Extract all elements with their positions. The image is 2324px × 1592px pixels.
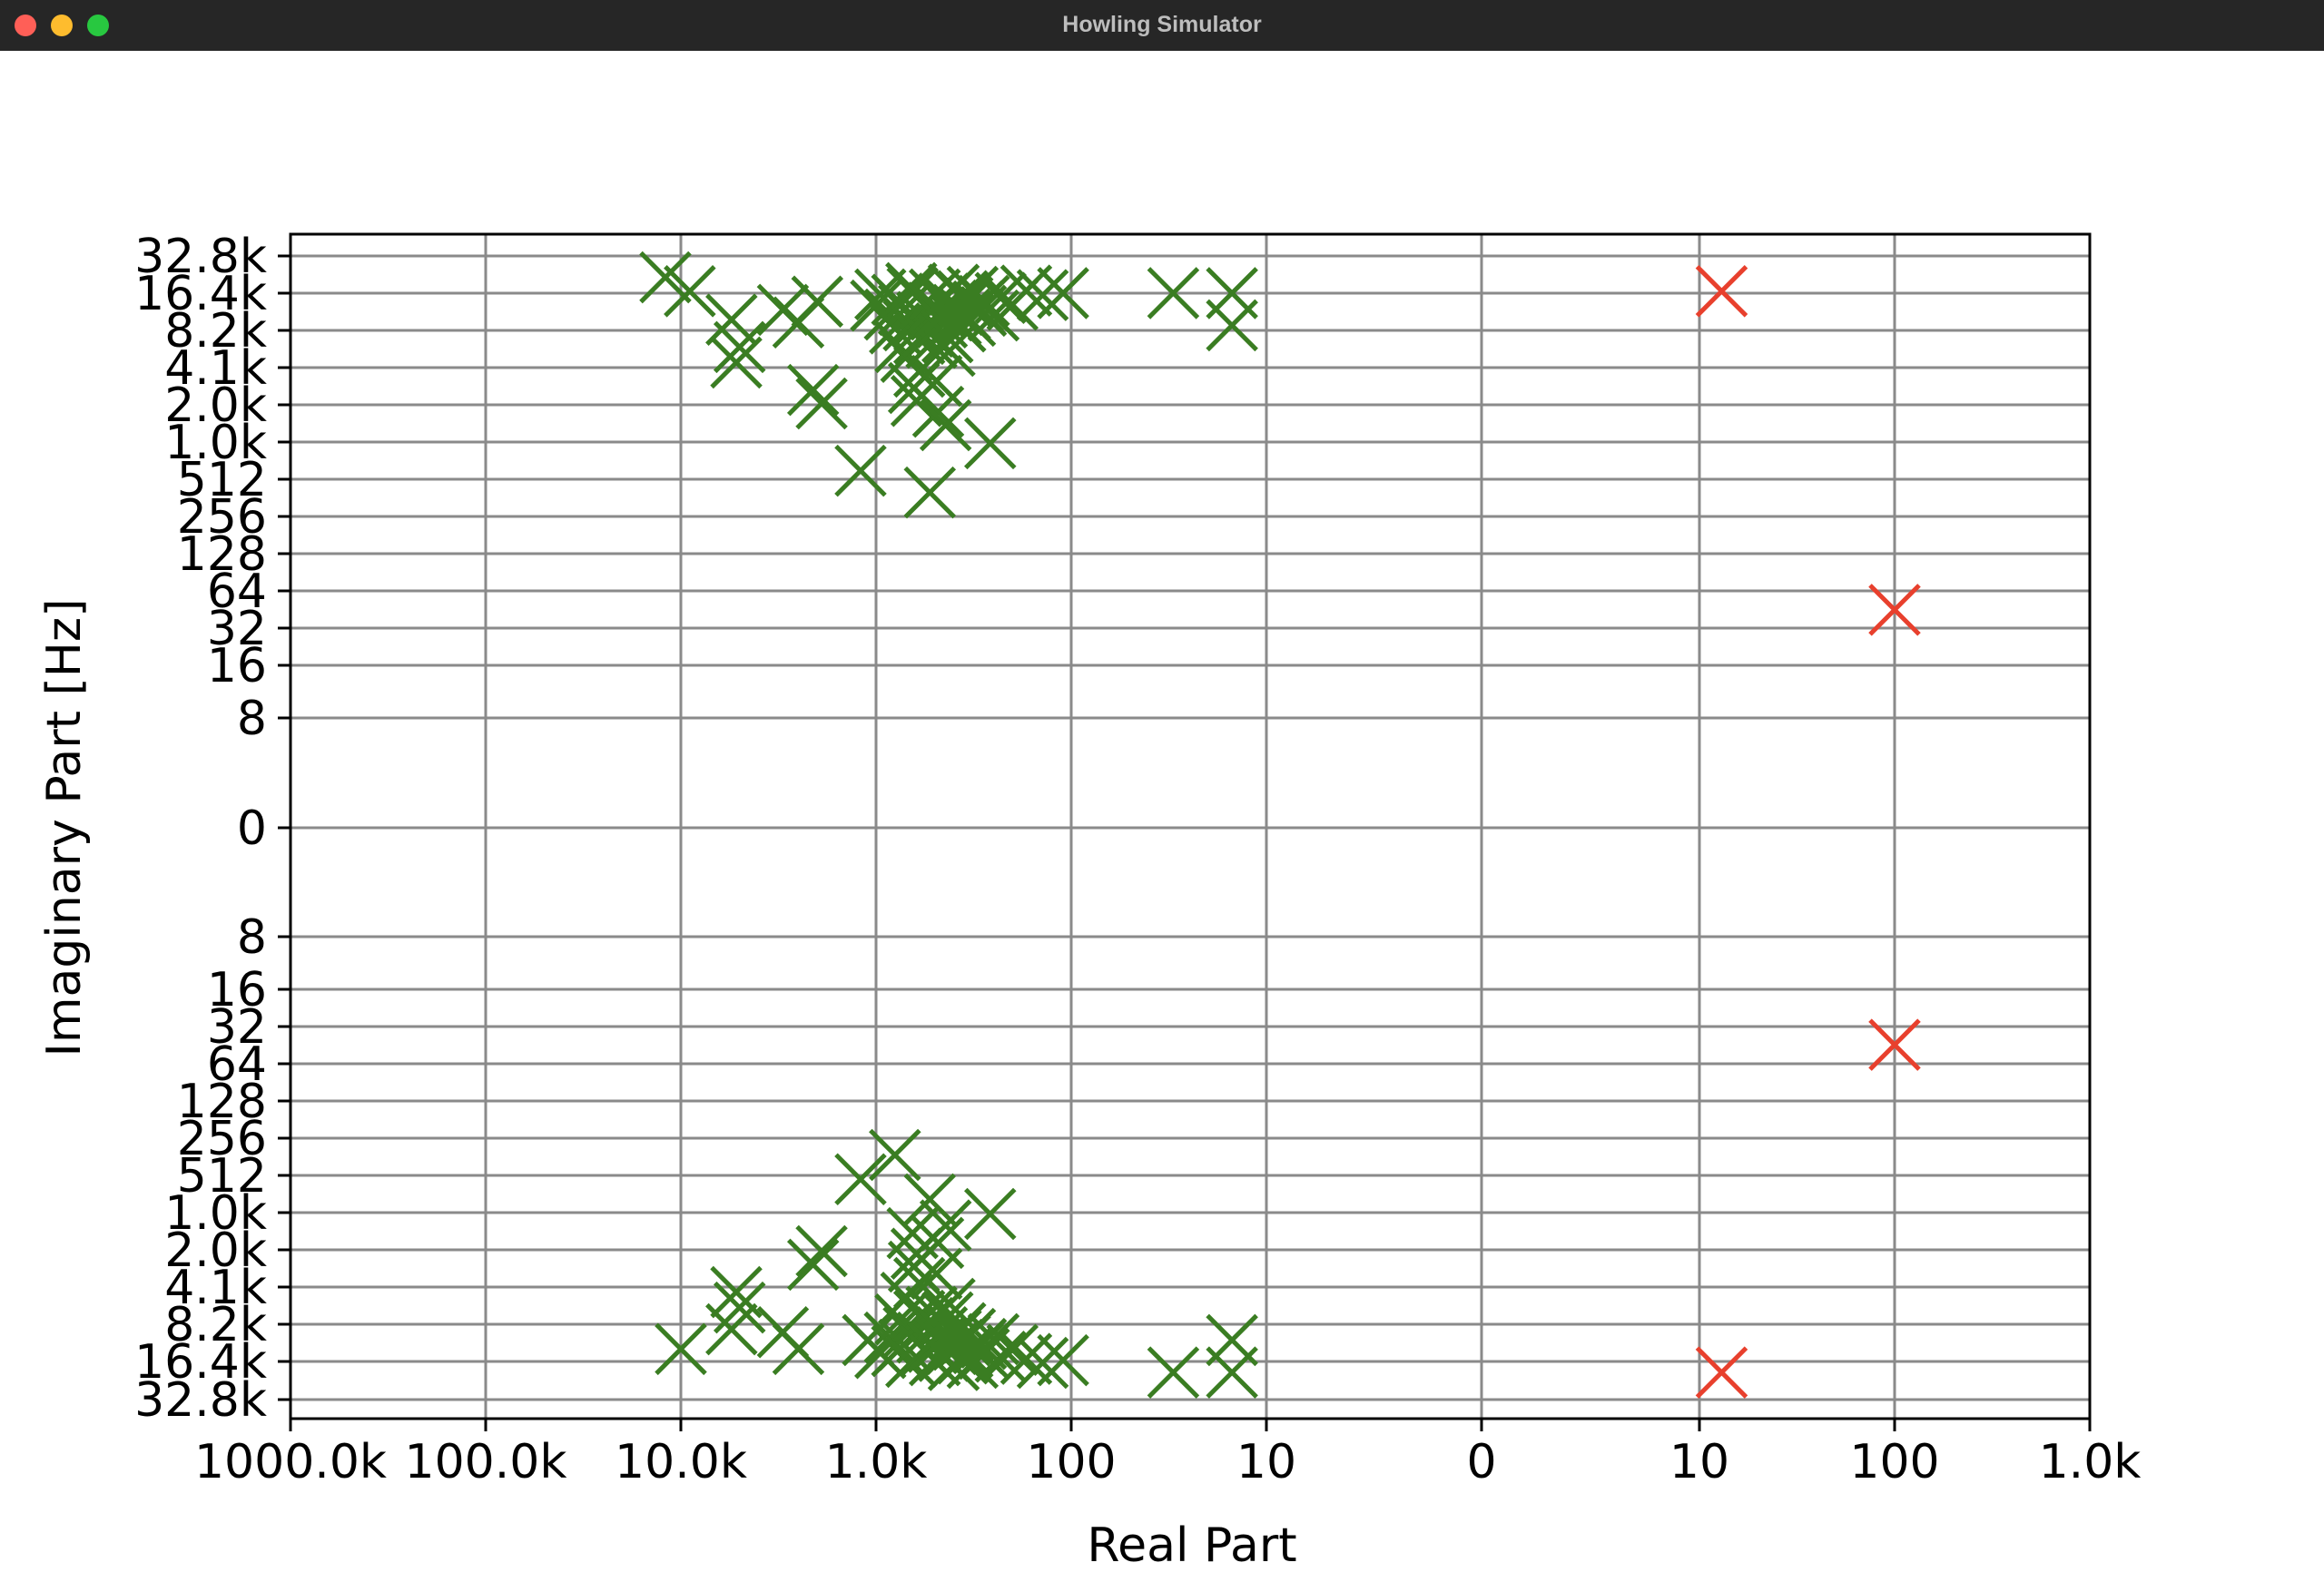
- minimize-window-button[interactable]: [51, 15, 73, 36]
- zero-marker: [911, 1216, 965, 1270]
- zero-marker: [903, 466, 957, 519]
- zero-marker: [713, 1281, 766, 1334]
- y-tick-label: 16.4k: [134, 267, 267, 321]
- y-tick-label: 64: [207, 1037, 267, 1092]
- x-tick-label: 100: [1026, 1435, 1116, 1489]
- zero-marker: [1016, 1336, 1069, 1390]
- pole-marker: [1695, 1346, 1748, 1399]
- y-tick-label: 32.8k: [134, 230, 267, 284]
- y-tick-label: 128: [177, 1075, 267, 1129]
- zero-marker: [639, 251, 692, 304]
- y-tick-label: 64: [207, 565, 267, 619]
- y-tick-label: 8.2k: [164, 304, 267, 359]
- pole-zero-chart: 1000.0k 100.0k 10.0k 1.0k 100 10 0 10 100 1.0k32.…: [37, 230, 2141, 1573]
- zero-marker: [1037, 1333, 1089, 1387]
- x-axis-label: Real Part: [1087, 1518, 1296, 1573]
- zero-marker: [1016, 269, 1069, 321]
- zero-marker: [655, 1322, 707, 1376]
- y-axis-label: Imaginary Part [Hz]: [37, 599, 92, 1057]
- y-tick-label: 32: [207, 1000, 267, 1055]
- zero-markers: [639, 251, 1258, 1399]
- y-tick-label: 512: [177, 1149, 267, 1204]
- pole-marker: [1695, 265, 1748, 318]
- y-tick-label: 256: [177, 490, 267, 545]
- zero-marker: [834, 1153, 887, 1205]
- zero-marker: [1206, 299, 1258, 352]
- y-tick-label: 8: [237, 692, 267, 746]
- title-bar: Howling Simulator: [0, 0, 2324, 52]
- pole-marker: [1868, 584, 1921, 636]
- zero-marker: [710, 336, 763, 389]
- close-window-button[interactable]: [15, 15, 36, 36]
- zero-marker: [786, 1238, 840, 1292]
- y-tick-label: 4.1k: [164, 341, 267, 396]
- zero-marker: [795, 377, 848, 430]
- x-tick-label: 0: [1466, 1435, 1496, 1489]
- y-tick-label: 8.2k: [164, 1298, 267, 1352]
- x-tick-label: 10: [1669, 1435, 1729, 1489]
- y-tick-label: 32.8k: [134, 1373, 267, 1428]
- x-tick-label: 100.0k: [405, 1435, 567, 1489]
- zero-marker: [903, 1173, 957, 1226]
- zero-marker: [772, 1322, 825, 1376]
- zero-marker: [1037, 267, 1089, 319]
- zero-marker: [964, 417, 1017, 470]
- y-tick-label: 256: [177, 1112, 267, 1166]
- zero-marker: [791, 275, 844, 329]
- zero-marker: [834, 444, 887, 497]
- zero-marker: [919, 398, 972, 452]
- zero-marker: [1147, 267, 1200, 319]
- y-tick-label: 16.4k: [134, 1335, 267, 1390]
- zoom-window-button[interactable]: [87, 15, 109, 36]
- zero-marker: [869, 1128, 921, 1182]
- x-tick-label: 10.0k: [615, 1435, 747, 1489]
- y-tick-label: 4.1k: [164, 1261, 267, 1315]
- pole-marker: [1868, 1018, 1921, 1071]
- x-tick-label: 10: [1236, 1435, 1296, 1489]
- zero-marker: [664, 265, 716, 318]
- y-tick-label: 128: [177, 527, 267, 582]
- grid-layer: [289, 234, 2092, 1419]
- pole-markers: [1695, 265, 1921, 1399]
- tick-layer: 1000.0k 100.0k 10.0k 1.0k 100 10 0 10 100 1.0k32.…: [134, 230, 2141, 1489]
- y-tick-label: 0: [237, 801, 267, 856]
- zero-marker: [919, 1199, 972, 1252]
- y-tick-label: 16: [207, 639, 267, 693]
- zero-marker: [786, 363, 840, 417]
- x-tick-label: 1000.0k: [194, 1435, 387, 1489]
- x-tick-label: 1.0k: [825, 1435, 928, 1489]
- y-tick-label: 16: [207, 963, 267, 1017]
- zero-marker: [713, 320, 766, 374]
- zero-marker: [974, 1331, 1027, 1383]
- y-tick-label: 32: [207, 602, 267, 656]
- zero-marker: [986, 1323, 1039, 1376]
- zero-marker: [795, 1224, 848, 1278]
- y-tick-label: 2.0k: [164, 378, 267, 433]
- zero-marker: [940, 276, 994, 329]
- x-tick-label: 1.0k: [2039, 1435, 2142, 1489]
- x-tick-label: 100: [1849, 1435, 1939, 1489]
- marker-layer: [639, 251, 1921, 1399]
- window-title: Howling Simulator: [1062, 12, 1262, 37]
- zero-marker: [964, 1187, 1017, 1241]
- zero-marker: [1147, 1346, 1200, 1399]
- zero-marker: [911, 385, 965, 438]
- y-tick-label: 1.0k: [164, 416, 267, 470]
- y-tick-label: 512: [177, 453, 267, 507]
- y-tick-label: 1.0k: [164, 1186, 267, 1241]
- zero-marker: [940, 1326, 994, 1379]
- y-tick-label: 8: [237, 910, 267, 965]
- zero-marker: [1206, 1313, 1258, 1367]
- y-tick-label: 2.0k: [164, 1223, 267, 1278]
- zero-marker: [710, 1265, 763, 1319]
- plot-canvas: 1000.0k 100.0k 10.0k 1.0k 100 10 0 10 100 1.0k 32.…: [0, 51, 2324, 1588]
